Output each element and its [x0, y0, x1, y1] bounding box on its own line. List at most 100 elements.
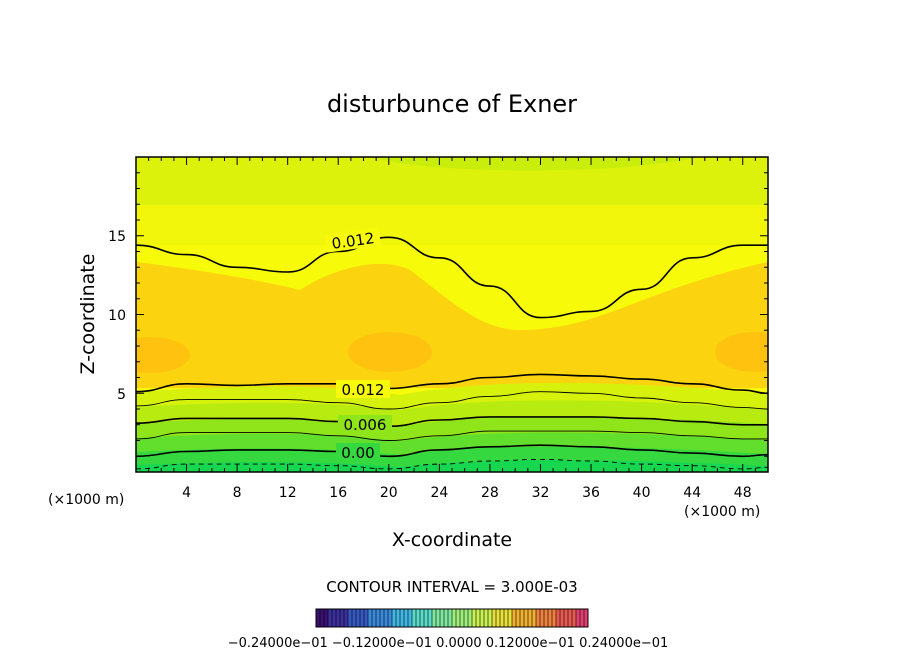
contour-label-bg: [336, 380, 390, 398]
colorbar-cell: [440, 609, 445, 627]
orange-core-center: [348, 332, 432, 372]
colorbar: [315, 608, 589, 628]
colorbar-cell: [584, 609, 589, 627]
colorbar-cell: [572, 609, 577, 627]
y-axis-title: Z-coordinate: [77, 254, 99, 375]
colorbar-cell: [476, 609, 481, 627]
colorbar-cell: [484, 609, 489, 627]
colorbar-cell: [352, 609, 357, 627]
colorbar-cell: [444, 609, 449, 627]
low-band-6: [136, 460, 768, 472]
contour-interval-text: CONTOUR INTERVAL = 3.000E-03: [326, 578, 577, 596]
colorbar-cell: [536, 609, 541, 627]
colorbar-cell: [348, 609, 353, 627]
colorbar-cell: [324, 609, 329, 627]
colorbar-cell: [360, 609, 365, 627]
orange-region: [136, 262, 768, 388]
colorbar-cell: [392, 609, 397, 627]
colorbar-cell: [524, 609, 529, 627]
colorbar-cell: [376, 609, 381, 627]
colorbar-cell: [532, 609, 537, 627]
colorbar-cell: [428, 609, 433, 627]
colorbar-cell: [448, 609, 453, 627]
contour-line: [136, 236, 768, 319]
upper-yellow-band: [136, 205, 768, 245]
colorbar-cell: [576, 609, 581, 627]
colorbar-cell: [540, 609, 545, 627]
colorbar-cell: [504, 609, 509, 627]
colorbar-cell: [464, 609, 469, 627]
contour-label-bg: [338, 415, 392, 433]
colorbar-cell: [332, 609, 337, 627]
x-tick-label: 16: [329, 485, 347, 501]
colorbar-cell: [580, 609, 585, 627]
colorbar-cell: [520, 609, 525, 627]
x-tick-label: 48: [734, 485, 752, 501]
x-tick-label: 28: [481, 485, 499, 501]
colorbar-cell: [396, 609, 401, 627]
x-tick-label: 40: [633, 485, 651, 501]
colorbar-cell: [368, 609, 373, 627]
colorbar-cell: [404, 609, 409, 627]
contour-label: 0.012: [331, 229, 376, 253]
x-axis-title: X-coordinate: [392, 529, 512, 551]
tick-marks: [136, 157, 768, 472]
x-unit-label-left: (×1000 m): [48, 492, 124, 508]
colorbar-cell: [468, 609, 473, 627]
colorbar-cell: [356, 609, 361, 627]
colorbar-cell: [328, 609, 333, 627]
colorbar-cell: [416, 609, 421, 627]
colorbar-cell: [480, 609, 485, 627]
colorbar-cell: [548, 609, 553, 627]
contour-line: [136, 416, 768, 428]
contour-line: [136, 373, 768, 395]
contour-line: [136, 391, 768, 410]
colorbar-cell: [316, 609, 321, 627]
colorbar-cell: [400, 609, 405, 627]
colorbar-cell: [380, 609, 385, 627]
colorbar-cell: [432, 609, 437, 627]
contour-label-bg: [325, 227, 381, 253]
y-tick-labels: 5 10 15: [108, 229, 126, 403]
colorbar-cell: [500, 609, 505, 627]
contour-labels: 0.012 0.012 0.006 0.00: [325, 227, 392, 462]
contour-line: [136, 458, 768, 470]
contour-line: [136, 430, 768, 441]
colorbar-cell: [364, 609, 369, 627]
colorbar-cell: [424, 609, 429, 627]
orange-core-left: [136, 337, 190, 373]
colorbar-cell: [496, 609, 501, 627]
x-tick-label: 8: [233, 485, 242, 501]
colorbar-cell: [560, 609, 565, 627]
colorbar-cell: [556, 609, 561, 627]
colorbar-cell: [516, 609, 521, 627]
y-tick-label: 5: [117, 387, 126, 403]
chart-title: disturbunce of Exner: [327, 90, 577, 118]
colorbar-cell: [528, 609, 533, 627]
contour-label: 0.006: [344, 416, 387, 434]
y-tick-label: 10: [108, 308, 126, 324]
plot-area: [136, 157, 768, 472]
y-tick-label: 15: [108, 229, 126, 245]
colorbar-cell: [544, 609, 549, 627]
x-tick-label: 20: [380, 485, 398, 501]
colorbar-cell: [388, 609, 393, 627]
x-tick-labels: 4 8 12 16 20 24 28 32 36 40 44 48: [182, 485, 751, 501]
colorbar-cell: [472, 609, 477, 627]
colorbar-cell: [412, 609, 417, 627]
orange-core-right: [715, 332, 768, 372]
colorbar-frame: [315, 608, 589, 628]
colorbar-cell: [512, 609, 517, 627]
colorbar-cell: [452, 609, 457, 627]
colorbar-cell: [552, 609, 557, 627]
x-tick-label: 44: [683, 485, 701, 501]
colorbar-cell: [492, 609, 497, 627]
colorbar-labels: −0.24000e−01 −0.12000e−01 0.0000 0.12000…: [228, 636, 669, 651]
x-unit-label-right: (×1000 m): [684, 504, 760, 520]
colorbar-cell: [336, 609, 341, 627]
colorbar-cell: [564, 609, 569, 627]
contour-line: [136, 444, 768, 458]
x-tick-label: 24: [430, 485, 448, 501]
x-tick-label: 12: [279, 485, 297, 501]
colorbar-cell: [436, 609, 441, 627]
